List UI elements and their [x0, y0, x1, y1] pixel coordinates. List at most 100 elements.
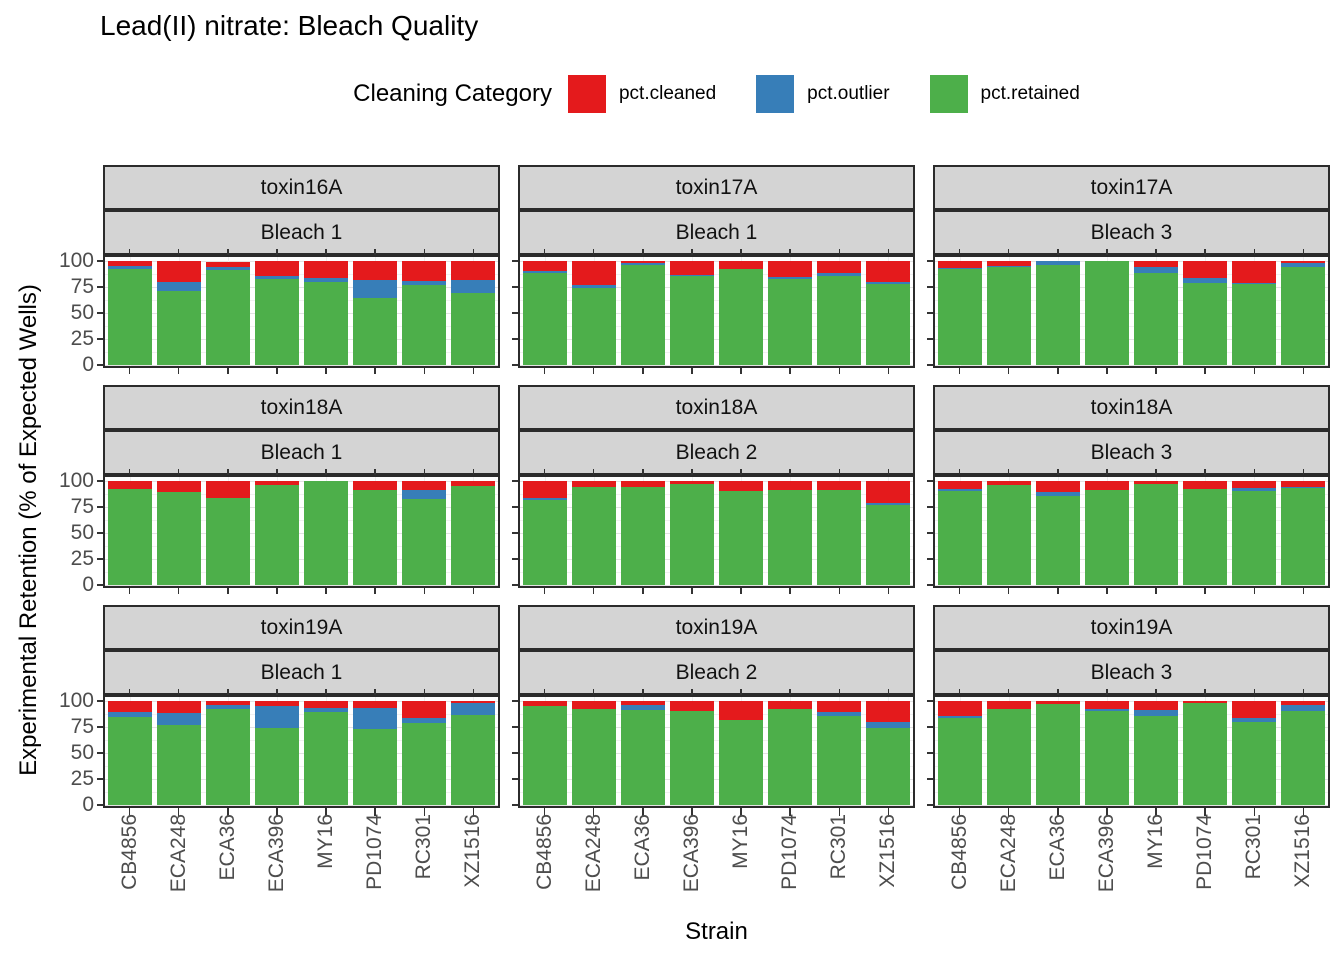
minor-gridline [520, 740, 913, 741]
x-tick-bottom [1007, 808, 1010, 816]
bar-segment-cleaned [1232, 701, 1277, 718]
bar-segment-retained [986, 267, 1031, 365]
bar-segment-cleaned [451, 261, 496, 280]
bar-segment-retained [254, 278, 299, 365]
y-tick [512, 260, 518, 262]
y-tick [97, 506, 103, 508]
bar-segment-outlier [768, 276, 813, 279]
major-gridline [105, 339, 498, 340]
x-tick-top [276, 469, 278, 475]
x-tick-label: ECA396 [1094, 814, 1118, 893]
facet-strip-toxin: toxin18A [103, 385, 500, 430]
bar-segment-cleaned [1232, 261, 1277, 283]
major-gridline [520, 727, 913, 728]
x-tick-bottom [374, 588, 376, 594]
x-tick-top [1204, 469, 1206, 475]
bar-segment-retained [402, 284, 447, 365]
panel-plot-area [927, 469, 1330, 594]
y-tick [927, 726, 933, 728]
x-tick-top [838, 469, 841, 475]
x-tick-bottom [958, 588, 961, 594]
bar-segment-outlier [254, 706, 299, 729]
bar-segment-cleaned [1035, 701, 1080, 705]
legend-label-outlier: pct.outlier [807, 83, 890, 104]
major-gridline [520, 533, 913, 534]
major-gridline [105, 507, 498, 508]
bar-segment-retained [451, 714, 496, 805]
bar-segment-retained [451, 293, 496, 365]
major-gridline [105, 559, 498, 560]
major-gridline [935, 507, 1328, 508]
x-tick-top [543, 249, 546, 255]
major-gridline [935, 701, 1328, 702]
x-tick-label: CB4856 [947, 814, 971, 890]
x-tick-bottom [325, 588, 327, 594]
y-tick-label: 25 [70, 327, 94, 350]
bar-segment-cleaned [768, 701, 813, 710]
x-tick-bottom [691, 368, 693, 374]
y-tick [927, 286, 933, 288]
bar-segment-retained [107, 269, 152, 365]
x-tick-top [423, 249, 426, 255]
cleaned-swatch-icon [567, 75, 606, 113]
y-tick [927, 506, 933, 508]
x-tick-top [691, 469, 693, 475]
bar-segment-outlier [156, 281, 201, 292]
x-tick-label: PD1074 [778, 814, 802, 890]
x-tick-top [1204, 689, 1206, 695]
bar-segment-cleaned [451, 701, 496, 704]
x-tick-top [423, 469, 426, 475]
y-tick [927, 260, 933, 262]
panel-plot-area [512, 689, 915, 816]
x-tick-top [177, 689, 180, 695]
bar-segment-cleaned [719, 701, 764, 720]
minor-gridline [935, 352, 1328, 353]
x-tick-top [177, 249, 180, 255]
bar-segment-retained [817, 275, 862, 365]
x-tick-bottom [838, 368, 841, 374]
x-tick-bottom [642, 808, 644, 816]
x-tick-top [128, 249, 131, 255]
x-tick-label: CB4856 [117, 814, 141, 890]
bar-segment-cleaned [620, 701, 665, 706]
minor-gridline [935, 572, 1328, 573]
minor-gridline [935, 792, 1328, 793]
x-tick-bottom [1057, 588, 1059, 594]
x-tick-bottom [1155, 588, 1157, 594]
minor-gridline [935, 300, 1328, 301]
bar-segment-retained [1232, 283, 1277, 365]
bar-segment-outlier [156, 713, 201, 725]
bar-segment-outlier [1232, 488, 1277, 492]
facet-strip-toxin: toxin17A [933, 165, 1330, 210]
y-tick [512, 506, 518, 508]
bar-segment-retained [205, 709, 250, 805]
x-tick-top [642, 249, 644, 255]
x-tick-top [1007, 689, 1010, 695]
bar-segment-outlier [304, 708, 349, 713]
facet-strip-bleach: Bleach 1 [518, 210, 915, 255]
x-tick-bottom [177, 808, 180, 816]
facet-strip-toxin: toxin18A [933, 385, 1330, 430]
bar-segment-retained [304, 281, 349, 365]
x-tick-top [740, 249, 742, 255]
bar-segment-retained [254, 728, 299, 805]
y-tick [512, 286, 518, 288]
bar-segment-retained [1035, 704, 1080, 805]
major-gridline [520, 481, 913, 482]
x-tick-top [1057, 469, 1059, 475]
bar-segment-retained [768, 709, 813, 805]
x-tick-top [1302, 249, 1305, 255]
bar-segment-cleaned [254, 701, 299, 707]
bar-segment-outlier [451, 279, 496, 294]
y-tick [927, 312, 933, 314]
x-tick-top [1106, 249, 1108, 255]
x-tick-label: ECA36 [1045, 814, 1069, 881]
x-tick-bottom [177, 588, 180, 594]
x-tick-bottom [838, 808, 841, 816]
bar-segment-retained [669, 484, 714, 585]
x-tick-top [177, 469, 180, 475]
bar-segment-retained [304, 481, 349, 585]
bar-segment-cleaned [986, 701, 1031, 710]
major-gridline [105, 779, 498, 780]
bar-segment-retained [571, 709, 616, 805]
